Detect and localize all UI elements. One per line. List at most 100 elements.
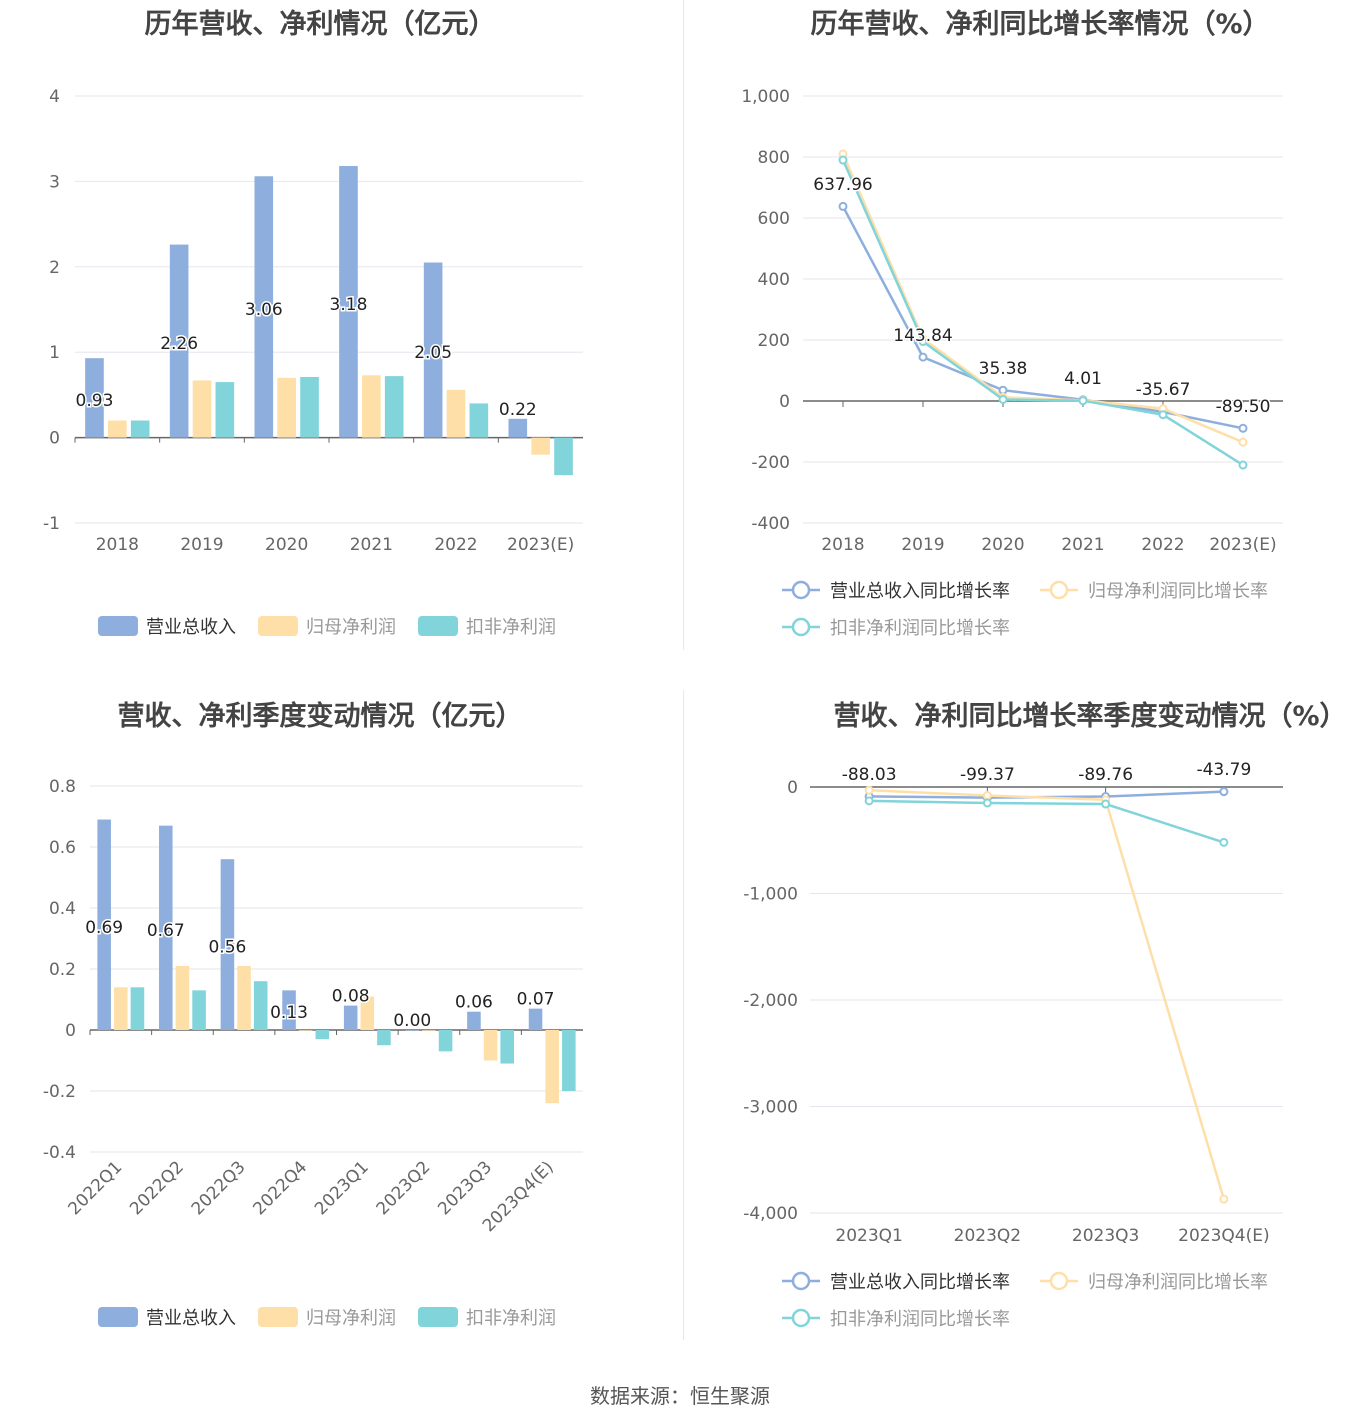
chart-title: 营收、净利同比增长率季度变动情况（%） [833,701,1347,732]
legend-label: 归母净利润 [306,617,396,638]
legend-swatch [418,1307,458,1327]
series-line [841,159,1244,467]
data-point [1101,799,1111,809]
chart-svg: -400 -200 0 200 400 600 800 1,000 2018 2019 2020 20… [741,87,1283,639]
data-label: 0.13 [270,1003,308,1023]
data-point [864,785,874,795]
bar [339,166,358,438]
legend-marker [791,1308,811,1328]
x-tick-label: 2021 [1061,535,1104,555]
legend-label: 归母净利润 [306,1308,396,1329]
data-point [1219,1194,1229,1204]
data-label: 0.93 [76,391,114,411]
legend-swatch [98,1307,138,1327]
data-point [1219,837,1229,847]
bar [483,1030,498,1061]
bar [531,437,550,455]
bar [220,859,235,1030]
data-label: 35.38 [979,359,1028,379]
x-tick-label: 2023Q1 [311,1157,373,1219]
bar [85,358,104,438]
data-source: 数据来源：恒生聚源 [590,1384,770,1408]
data-point [838,155,848,165]
bar [253,981,268,1030]
x-tick-label: 2023Q3 [434,1157,496,1219]
bar [254,176,274,438]
data-label: -43.79 [1196,760,1251,780]
bar [130,987,145,1030]
legend-label: 营业总收入同比增长率 [830,581,1010,602]
data-label: 2.26 [160,334,198,354]
chart-title: 历年营收、净利情况（亿元） [144,9,496,40]
data-point [998,385,1008,395]
data-label: 0.56 [208,938,246,958]
y-tick-label: -4,000 [743,1204,798,1224]
legend-marker [1049,1271,1069,1291]
bar [467,1011,481,1030]
y-tick-label: -0.2 [43,1082,76,1102]
bar [423,262,443,438]
bar [237,965,251,1030]
data-label: 0.22 [499,400,537,420]
legend-label: 营业总收入 [146,1308,236,1329]
bar [108,420,127,438]
data-point [918,337,928,347]
data-point [1238,423,1248,433]
data-point [998,394,1008,404]
y-tick-label: 0.4 [49,899,76,919]
x-tick-label: 2018 [821,535,864,555]
x-tick-label: 2022Q2 [126,1157,188,1219]
data-label: -89.50 [1216,397,1271,417]
bar [169,244,189,438]
bar [377,1030,391,1046]
bar [215,382,235,438]
chart-panel-annual-revenue: 历年营收、净利情况（亿元） -1 0 1 2 3 4 2018 2019 2020 2021 202… [0,0,680,690]
bar [405,1030,420,1031]
chart-panel-quarterly-revenue: 营收、净利季度变动情况（亿元） -0.4 -0.2 0 0.2 0.4 0.6 0.8 202… [0,690,680,1380]
data-label: 0.08 [332,987,370,1007]
x-tick-label: 2020 [265,535,308,555]
bar [554,437,573,476]
legend-label: 扣非净利润 [466,617,556,638]
bar [422,1030,436,1031]
data-point [1158,410,1168,420]
bar [446,389,466,438]
x-tick-label: 2022 [434,535,477,555]
data-point [1078,396,1088,406]
y-tick-label: 1,000 [741,87,790,107]
y-tick-label: 0.2 [49,960,76,980]
data-label: 0.00 [393,1011,431,1031]
chart-svg: -4,000 -3,000 -2,000 -1,000 0 2023Q1 2023Q2 202… [743,759,1283,1330]
data-point [982,791,992,801]
bar [500,1030,514,1064]
y-tick-label: 0 [787,778,798,798]
bar [175,965,190,1030]
legend-marker [791,1271,811,1291]
data-label: 2.05 [414,343,452,363]
bar [282,990,296,1030]
data-point [838,201,848,211]
y-tick-label: 3 [49,172,60,192]
data-label: 0.69 [85,918,123,938]
data-label: 143.84 [893,326,952,346]
bar [130,420,150,438]
bar [528,1008,543,1030]
legend-label: 归母净利润同比增长率 [1088,581,1268,602]
legend-swatch [258,616,298,636]
legend-label: 营业总收入同比增长率 [830,1272,1010,1293]
y-tick-label: 800 [758,148,790,168]
data-label: 637.96 [813,175,872,195]
legend-swatch [98,616,138,636]
data-label: 4.01 [1064,369,1102,389]
bar [192,380,212,438]
series-line [869,799,1225,844]
y-tick-label: 0 [779,392,790,412]
y-tick-label: -2,000 [743,991,798,1011]
data-point [1238,460,1248,470]
x-tick-label: 2022Q1 [64,1157,126,1219]
bar [298,1030,313,1031]
data-label: 3.06 [245,300,283,320]
data-point [864,796,874,806]
x-tick-label: 2021 [350,535,393,555]
